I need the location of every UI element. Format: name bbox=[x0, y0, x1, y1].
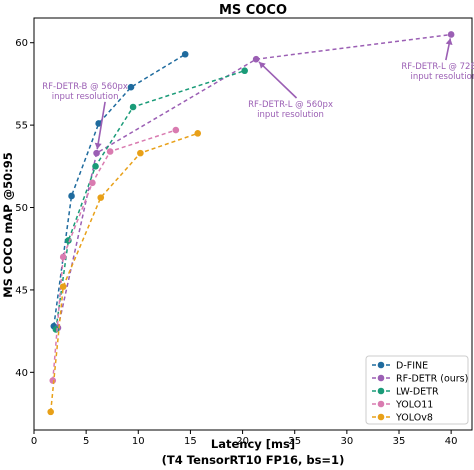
annotation-arrowhead bbox=[94, 142, 102, 150]
annotation-arrowhead bbox=[445, 38, 453, 45]
data-point bbox=[127, 83, 135, 91]
y-axis-label: MS COCO mAP @50:95 bbox=[1, 152, 15, 298]
y-tick-label: 40 bbox=[15, 368, 28, 379]
plot-area: 0 5 10 15 20 25 30 35 40 40 45 50 55 60 RF-DETR-B @ 56… bbox=[15, 17, 474, 447]
data-point bbox=[49, 377, 57, 384]
y-tick-label: 50 bbox=[15, 203, 28, 214]
legend-swatch-marker bbox=[377, 361, 385, 369]
x-tick-label: 20 bbox=[236, 436, 249, 447]
legend-label: RF-DETR (ours) bbox=[396, 374, 468, 385]
series-line-yolo11 bbox=[52, 129, 177, 381]
data-point bbox=[172, 126, 180, 134]
x-axis-label: Latency [ms] bbox=[211, 437, 295, 451]
y-tick-label: 45 bbox=[15, 285, 28, 296]
legend-swatch-marker bbox=[377, 374, 385, 382]
legend: D-FINE RF-DETR (ours) LW-DETR YOLO11 YOLOv8 bbox=[365, 355, 469, 425]
data-point bbox=[241, 67, 248, 75]
data-point bbox=[97, 194, 105, 201]
data-point bbox=[68, 192, 75, 200]
x-tick-label: 5 bbox=[83, 436, 89, 447]
data-point bbox=[59, 283, 67, 290]
y-tick-label: 55 bbox=[15, 121, 28, 132]
series-line-lw-detr bbox=[55, 69, 245, 330]
data-point bbox=[137, 149, 144, 157]
x-tick-label: 30 bbox=[340, 436, 353, 447]
annotation-text: RF-DETR-L @ 728px bbox=[401, 62, 474, 72]
x-tick-label: 35 bbox=[393, 436, 406, 447]
data-point bbox=[92, 163, 99, 170]
legend-swatch-marker bbox=[377, 413, 385, 421]
data-point bbox=[47, 408, 54, 416]
data-point bbox=[194, 130, 202, 137]
data-point bbox=[129, 103, 137, 111]
legend-swatch-marker bbox=[377, 400, 385, 408]
annotation-text: RF-DETR-L @ 560px bbox=[248, 100, 333, 110]
annotation-text-line2: input resolution bbox=[410, 72, 474, 82]
data-point bbox=[93, 149, 100, 157]
chart-title: MS COCO bbox=[219, 3, 287, 18]
legend-label: YOLOv8 bbox=[395, 413, 433, 424]
series-line-yolov8 bbox=[49, 132, 198, 412]
annotation-text-line2: input resolution bbox=[257, 110, 324, 120]
data-point bbox=[65, 237, 72, 244]
x-axis-label-line2: (T4 TensorRT10 FP16, bs=1) bbox=[162, 453, 345, 467]
annotation-arrow bbox=[258, 61, 298, 99]
plot-frame bbox=[33, 17, 473, 431]
annotation-text: RF-DETR-B @ 560px bbox=[42, 82, 128, 92]
x-tick-label: 25 bbox=[288, 436, 301, 447]
y-tick-label: 60 bbox=[15, 38, 28, 49]
data-point bbox=[59, 253, 67, 261]
annotation-arrow bbox=[96, 101, 106, 150]
x-tick-label: 0 bbox=[31, 436, 37, 447]
data-point bbox=[181, 50, 189, 58]
annotation-arrowhead bbox=[259, 61, 266, 69]
data-point bbox=[89, 179, 96, 187]
x-tick-label: 10 bbox=[132, 436, 145, 447]
legend-label: LW-DETR bbox=[396, 387, 439, 398]
annotation-text-line2: input resolution bbox=[52, 92, 119, 102]
data-point bbox=[106, 148, 114, 155]
data-point bbox=[447, 31, 455, 38]
x-tick-label: 40 bbox=[445, 436, 458, 447]
series-line-rf-detr-ours- bbox=[57, 33, 452, 328]
legend-label: YOLO11 bbox=[395, 400, 433, 411]
legend-frame bbox=[365, 355, 469, 425]
x-tick-label: 15 bbox=[184, 436, 197, 447]
legend-swatch-marker bbox=[377, 387, 385, 395]
data-point bbox=[252, 55, 260, 63]
legend-label: D-FINE bbox=[396, 361, 428, 372]
data-point bbox=[95, 120, 102, 127]
